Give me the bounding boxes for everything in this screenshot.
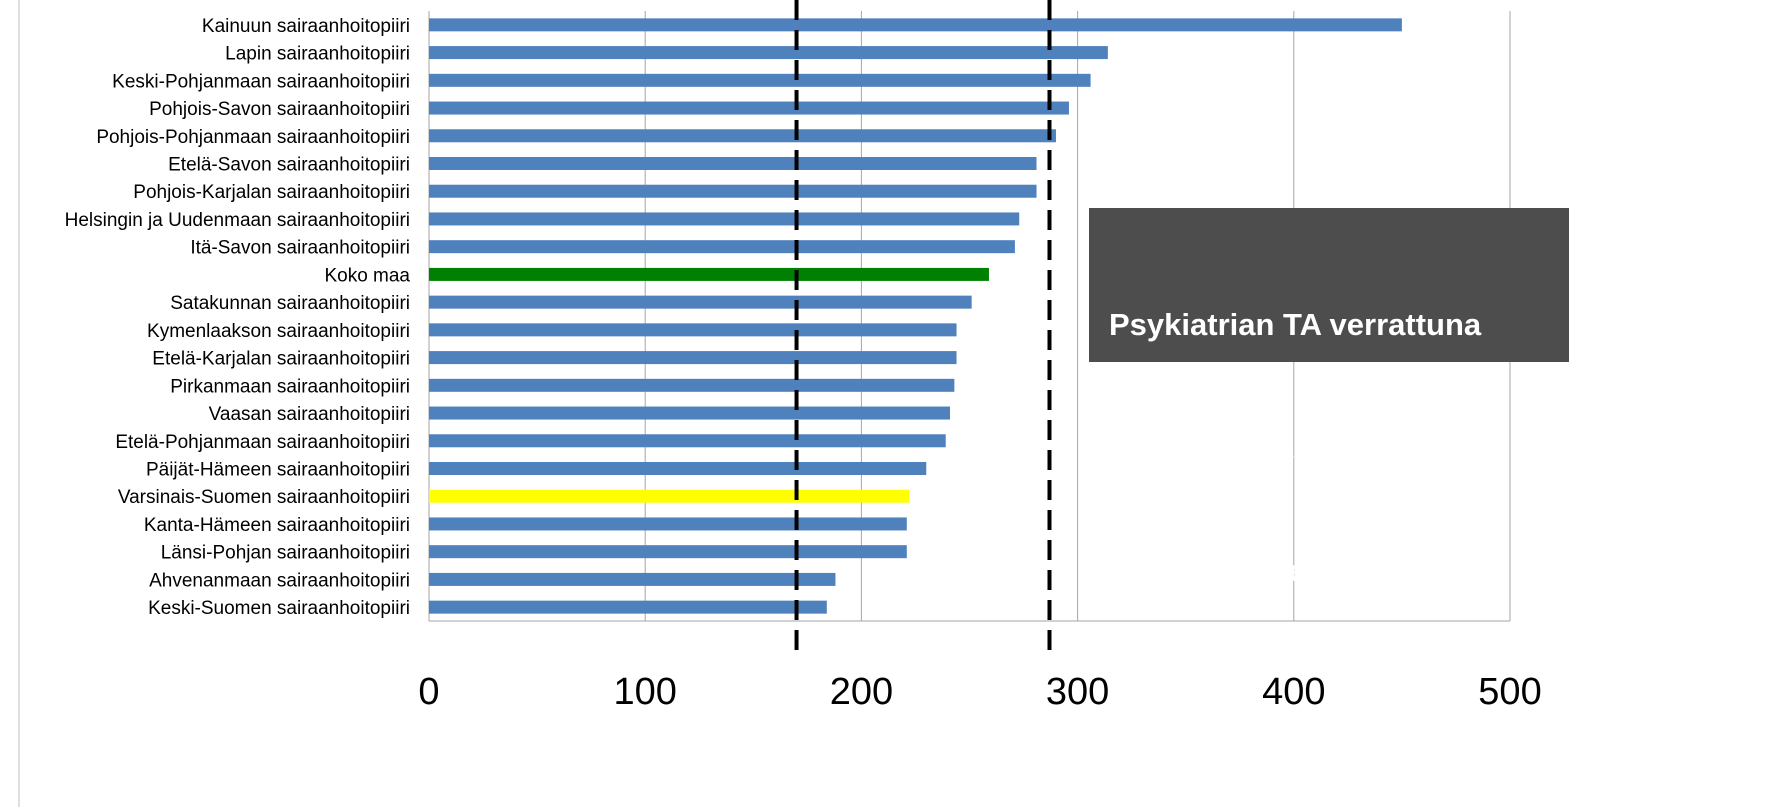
bar-10 <box>429 267 989 281</box>
bar-20 <box>429 545 907 559</box>
category-label-13: Etelä-Karjalan sairaanhoitopiiri <box>152 349 410 370</box>
category-label-5: Pohjois-Pohjanmaan sairaanhoitopiiri <box>96 127 410 148</box>
bar-15 <box>429 406 951 420</box>
bar-3 <box>429 73 1091 87</box>
bar-19 <box>429 517 907 531</box>
bar-18 <box>429 489 909 503</box>
callout-line-1: Psykiatrian TA verrattuna <box>1109 307 1482 342</box>
bar-13 <box>429 351 957 365</box>
category-label-7: Pohjois-Karjalan sairaanhoitopiiri <box>133 182 410 203</box>
bar-11 <box>429 295 972 309</box>
category-label-19: Kanta-Hämeen sairaanhoitopiiri <box>144 515 410 536</box>
bar-7 <box>429 184 1037 198</box>
category-label-20: Länsi-Pohjan sairaanhoitopiiri <box>161 543 410 564</box>
category-label-14: Pirkanmaan sairaanhoitopiiri <box>170 376 410 397</box>
bar-22 <box>429 600 827 614</box>
category-label-4: Pohjois-Savon sairaanhoitopiiri <box>149 99 410 120</box>
callout-line-3: Keski-Suomeen – 1,7 M€ <box>1109 553 1471 588</box>
bar-14 <box>429 378 955 392</box>
bar-4 <box>429 101 1069 115</box>
category-label-2: Lapin sairaanhoitopiiri <box>225 44 410 65</box>
x-tick-label-200: 200 <box>830 671 893 713</box>
bar-2 <box>429 46 1108 60</box>
x-tick-label-400: 400 <box>1262 671 1325 713</box>
category-label-15: Vaasan sairaanhoitopiiri <box>209 404 410 425</box>
category-label-3: Keski-Pohjanmaan sairaanhoitopiiri <box>112 71 410 92</box>
category-label-21: Ahvenanmaan sairaanhoitopiiri <box>149 570 410 591</box>
reference-lines <box>794 0 1052 650</box>
category-label-6: Etelä-Savon sairaanhoitopiiri <box>168 155 410 176</box>
bar-8 <box>429 212 1020 226</box>
category-label-9: Itä-Savon sairaanhoitopiiri <box>190 238 410 259</box>
bar-21 <box>429 572 836 586</box>
x-tick-label-500: 500 <box>1478 671 1541 713</box>
bar-9 <box>429 240 1015 254</box>
category-label-12: Kymenlaakson sairaanhoitopiiri <box>147 321 410 342</box>
bar-12 <box>429 323 957 337</box>
category-label-10: Koko maa <box>324 265 410 286</box>
bar-6 <box>429 157 1037 170</box>
bars <box>429 18 1402 614</box>
category-label-16: Etelä-Pohjanmaan sairaanhoitopiiri <box>115 432 410 453</box>
callout-box: Psykiatrian TA verrattuna Koko maahan – … <box>1089 208 1569 588</box>
category-label-22: Keski-Suomen sairaanhoitopiiri <box>148 598 410 619</box>
category-label-11: Satakunnan sairaanhoitopiiri <box>170 293 410 314</box>
category-label-8: Helsingin ja Uudenmaan sairaanhoitopiiri <box>65 210 410 231</box>
x-tick-labels: 0 100 200 300 400 500 <box>418 671 1541 713</box>
category-label-17: Päijät-Hämeen sairaanhoitopiiri <box>146 460 410 481</box>
bar-16 <box>429 434 946 448</box>
bar-1 <box>429 18 1402 32</box>
x-tick-label-300: 300 <box>1046 671 1109 713</box>
bar-5 <box>429 129 1056 143</box>
bar-17 <box>429 462 927 475</box>
x-tick-label-0: 0 <box>418 671 439 713</box>
x-tick-label-100: 100 <box>613 671 676 713</box>
category-label-1: Kainuun sairaanhoitopiiri <box>202 16 410 37</box>
callout-line-2: Koko maahan – 9,7 M€ <box>1109 430 1468 465</box>
category-labels: Kainuun sairaanhoitopiiri Lapin sairaanho… <box>65 16 411 619</box>
category-label-18: Varsinais-Suomen sairaanhoitopiiri <box>118 487 410 508</box>
